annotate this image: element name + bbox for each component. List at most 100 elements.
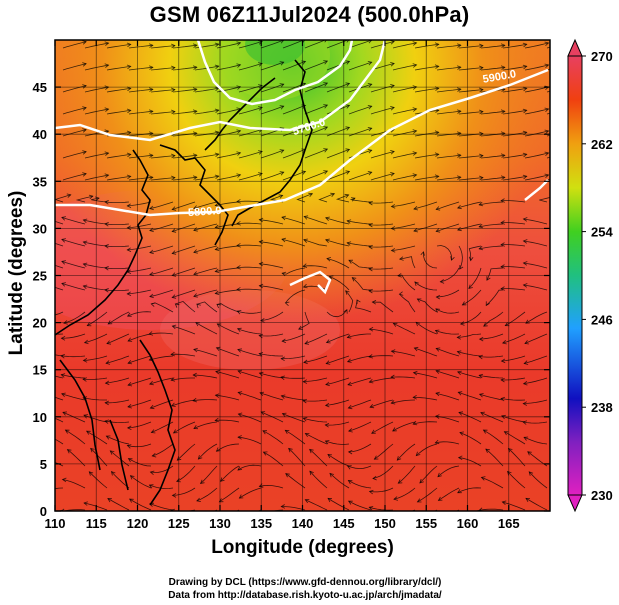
streamline xyxy=(105,420,130,424)
streamline-arrowhead xyxy=(42,433,46,437)
streamline xyxy=(372,301,394,313)
streamline-arrowhead xyxy=(412,151,418,156)
streamline xyxy=(237,370,262,379)
streamline-arrowhead xyxy=(86,322,92,327)
streamline-arrowhead xyxy=(171,206,177,211)
streamline xyxy=(391,376,416,379)
streamline-arrowhead xyxy=(304,433,310,438)
streamline-arrowhead xyxy=(457,175,462,180)
streamline xyxy=(326,171,350,181)
streamline xyxy=(172,110,197,115)
x-tick-label: 135 xyxy=(250,516,272,531)
streamline-arrowhead xyxy=(279,83,285,88)
streamline-arrowhead xyxy=(280,394,286,399)
streamline-arrowhead xyxy=(110,470,116,476)
streamline xyxy=(413,223,438,232)
streamline-arrowhead xyxy=(324,440,330,445)
y-axis: 0 5 10 15 20 25 30 35 40 45 xyxy=(33,80,550,519)
streamline-arrowhead xyxy=(437,472,442,478)
streamline-arrowhead xyxy=(500,264,505,269)
streamline xyxy=(288,448,306,467)
streamline-arrowhead xyxy=(482,429,488,434)
streamline-arrowhead xyxy=(214,246,220,251)
streamline-arrowhead xyxy=(236,243,241,248)
streamline-arrowhead xyxy=(368,354,374,359)
streamline xyxy=(238,41,263,49)
streamline xyxy=(91,197,108,203)
streamline xyxy=(89,471,108,489)
streamline xyxy=(479,393,504,401)
streamline xyxy=(305,499,328,511)
streamline xyxy=(325,440,350,445)
contour-label: 5900.0 xyxy=(482,68,517,86)
streamline-arrowhead xyxy=(302,398,307,404)
streamline-arrowhead xyxy=(392,322,398,327)
streamline-arrowhead xyxy=(522,42,528,48)
streamline-arrowhead xyxy=(304,499,310,504)
streamline-arrowhead xyxy=(412,63,418,68)
streamline-arrowhead xyxy=(171,493,177,498)
streamline-arrowhead xyxy=(83,414,89,419)
streamline xyxy=(305,433,328,445)
streamline xyxy=(417,487,438,503)
streamline xyxy=(127,267,152,273)
streamline xyxy=(502,65,527,71)
streamline xyxy=(368,201,394,204)
streamline-arrowhead xyxy=(522,130,528,136)
streamline-arrowhead xyxy=(260,512,264,516)
streamline-arrowhead xyxy=(196,303,201,309)
streamline-arrowhead xyxy=(414,281,419,287)
streamline xyxy=(480,66,505,71)
streamline xyxy=(263,451,284,467)
streamline-arrowhead xyxy=(458,411,464,416)
streamline xyxy=(62,107,87,115)
streamline xyxy=(468,245,482,261)
streamline xyxy=(260,149,284,159)
streamline-arrowhead xyxy=(457,455,463,461)
streamline-arrowhead xyxy=(281,271,287,277)
streamline-arrowhead xyxy=(479,65,484,71)
streamline xyxy=(61,261,86,269)
streamline xyxy=(458,155,483,159)
streamline xyxy=(193,267,218,275)
streamline-arrowhead xyxy=(304,340,310,345)
streamline xyxy=(501,266,526,269)
streamline xyxy=(502,109,527,115)
streamline xyxy=(110,450,130,467)
streamline xyxy=(149,503,174,511)
streamline xyxy=(326,309,348,318)
streamline-arrowhead xyxy=(544,173,550,178)
streamline xyxy=(259,285,284,291)
streamline xyxy=(304,216,328,225)
streamline xyxy=(282,413,306,423)
streamline xyxy=(458,133,483,137)
streamline xyxy=(152,443,174,457)
streamline-arrowhead xyxy=(522,86,528,92)
streamline-arrowhead xyxy=(126,42,132,48)
streamline-arrowhead xyxy=(149,175,154,180)
streamline-arrowhead xyxy=(88,471,94,476)
streamline-arrowhead xyxy=(368,489,374,495)
streamline xyxy=(327,497,350,511)
streamline-arrowhead xyxy=(523,360,529,365)
streamline xyxy=(215,419,240,423)
streamline xyxy=(194,153,219,159)
streamline-arrowhead xyxy=(193,347,198,353)
streamline xyxy=(392,152,417,159)
streamline-arrowhead xyxy=(104,419,110,424)
streamline-arrowhead xyxy=(95,196,100,201)
streamline xyxy=(259,372,284,379)
streamline-arrowhead xyxy=(351,277,357,282)
x-tick-label: 130 xyxy=(209,516,231,531)
streamline-arrowhead xyxy=(368,222,373,228)
streamline-arrowhead xyxy=(127,458,133,463)
streamline-arrowhead xyxy=(104,380,110,386)
streamline-arrowhead xyxy=(236,85,242,90)
streamline-arrowhead xyxy=(323,104,329,109)
streamline xyxy=(524,86,549,93)
streamline-arrowhead xyxy=(127,360,133,365)
streamline-arrowhead xyxy=(412,107,418,112)
streamline xyxy=(128,44,153,49)
colorbar-tick-label: 230 xyxy=(591,488,613,503)
streamline-arrowhead xyxy=(324,423,330,428)
